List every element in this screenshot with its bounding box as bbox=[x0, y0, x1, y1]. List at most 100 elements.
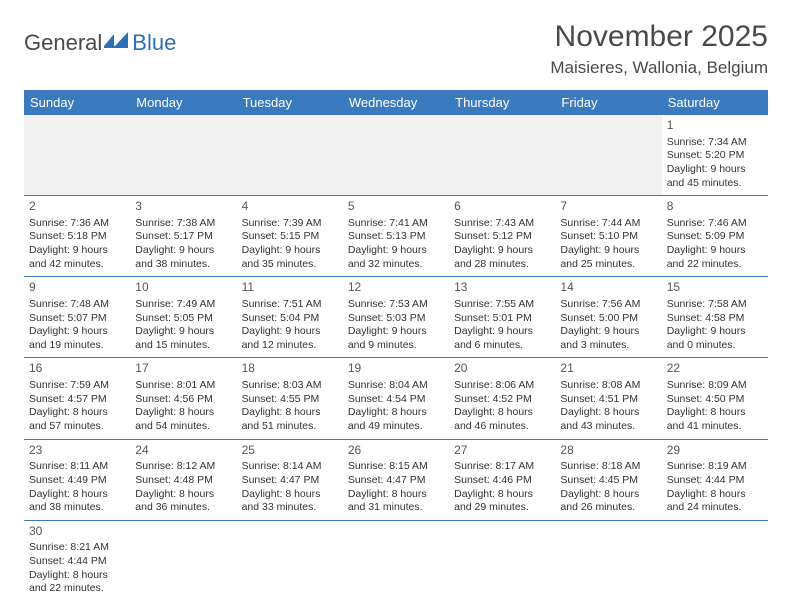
day-number: 17 bbox=[135, 361, 231, 377]
day-cell: 25Sunrise: 8:14 AMSunset: 4:47 PMDayligh… bbox=[237, 440, 343, 520]
sunset-text: Sunset: 5:13 PM bbox=[348, 230, 444, 244]
day-cell: 6Sunrise: 7:43 AMSunset: 5:12 PMDaylight… bbox=[449, 196, 555, 276]
day-cell: 28Sunrise: 8:18 AMSunset: 4:45 PMDayligh… bbox=[555, 440, 661, 520]
day-number: 27 bbox=[454, 443, 550, 459]
day-cell: 19Sunrise: 8:04 AMSunset: 4:54 PMDayligh… bbox=[343, 358, 449, 438]
daylight-text: Daylight: 8 hours and 51 minutes. bbox=[242, 406, 338, 433]
week-row: 30Sunrise: 8:21 AMSunset: 4:44 PMDayligh… bbox=[24, 521, 768, 601]
daylight-text: Daylight: 8 hours and 38 minutes. bbox=[29, 488, 125, 515]
sunset-text: Sunset: 4:57 PM bbox=[29, 393, 125, 407]
day-cell: 8Sunrise: 7:46 AMSunset: 5:09 PMDaylight… bbox=[662, 196, 768, 276]
day-cell: 27Sunrise: 8:17 AMSunset: 4:46 PMDayligh… bbox=[449, 440, 555, 520]
sunrise-text: Sunrise: 8:11 AM bbox=[29, 460, 125, 474]
day-number: 25 bbox=[242, 443, 338, 459]
day-cell: 13Sunrise: 7:55 AMSunset: 5:01 PMDayligh… bbox=[449, 277, 555, 357]
sunset-text: Sunset: 5:17 PM bbox=[135, 230, 231, 244]
day-number: 28 bbox=[560, 443, 656, 459]
week-row: 9Sunrise: 7:48 AMSunset: 5:07 PMDaylight… bbox=[24, 277, 768, 358]
sunset-text: Sunset: 4:58 PM bbox=[667, 312, 763, 326]
day-header-cell: Thursday bbox=[449, 90, 555, 115]
sunset-text: Sunset: 5:00 PM bbox=[560, 312, 656, 326]
sunrise-text: Sunrise: 8:01 AM bbox=[135, 379, 231, 393]
day-number: 24 bbox=[135, 443, 231, 459]
daylight-text: Daylight: 9 hours and 22 minutes. bbox=[667, 244, 763, 271]
logo-text-1: General bbox=[24, 30, 102, 56]
day-number: 12 bbox=[348, 280, 444, 296]
sunrise-text: Sunrise: 8:19 AM bbox=[667, 460, 763, 474]
sunset-text: Sunset: 4:55 PM bbox=[242, 393, 338, 407]
sunrise-text: Sunrise: 7:39 AM bbox=[242, 217, 338, 231]
daylight-text: Daylight: 8 hours and 31 minutes. bbox=[348, 488, 444, 515]
day-number: 29 bbox=[667, 443, 763, 459]
sunrise-text: Sunrise: 7:49 AM bbox=[135, 298, 231, 312]
day-cell: 7Sunrise: 7:44 AMSunset: 5:10 PMDaylight… bbox=[555, 196, 661, 276]
daylight-text: Daylight: 9 hours and 0 minutes. bbox=[667, 325, 763, 352]
sunset-text: Sunset: 5:01 PM bbox=[454, 312, 550, 326]
sunrise-text: Sunrise: 7:43 AM bbox=[454, 217, 550, 231]
day-number: 9 bbox=[29, 280, 125, 296]
day-cell: 30Sunrise: 8:21 AMSunset: 4:44 PMDayligh… bbox=[24, 521, 130, 601]
month-title: November 2025 bbox=[550, 20, 768, 54]
day-header-cell: Tuesday bbox=[237, 90, 343, 115]
day-cell: 23Sunrise: 8:11 AMSunset: 4:49 PMDayligh… bbox=[24, 440, 130, 520]
sunset-text: Sunset: 4:45 PM bbox=[560, 474, 656, 488]
sunrise-text: Sunrise: 8:17 AM bbox=[454, 460, 550, 474]
day-cell bbox=[343, 521, 449, 601]
day-number: 22 bbox=[667, 361, 763, 377]
title-block: November 2025 Maisieres, Wallonia, Belgi… bbox=[550, 20, 768, 78]
day-cell: 15Sunrise: 7:58 AMSunset: 4:58 PMDayligh… bbox=[662, 277, 768, 357]
sunset-text: Sunset: 5:10 PM bbox=[560, 230, 656, 244]
sunset-text: Sunset: 4:46 PM bbox=[454, 474, 550, 488]
day-number: 11 bbox=[242, 280, 338, 296]
day-cell: 29Sunrise: 8:19 AMSunset: 4:44 PMDayligh… bbox=[662, 440, 768, 520]
sunset-text: Sunset: 4:52 PM bbox=[454, 393, 550, 407]
day-cell bbox=[555, 521, 661, 601]
day-cell bbox=[343, 115, 449, 195]
sunrise-text: Sunrise: 7:34 AM bbox=[667, 136, 763, 150]
calendar: SundayMondayTuesdayWednesdayThursdayFrid… bbox=[24, 90, 768, 601]
daylight-text: Daylight: 9 hours and 15 minutes. bbox=[135, 325, 231, 352]
day-cell bbox=[237, 521, 343, 601]
day-number: 7 bbox=[560, 199, 656, 215]
day-cell bbox=[237, 115, 343, 195]
daylight-text: Daylight: 9 hours and 35 minutes. bbox=[242, 244, 338, 271]
daylight-text: Daylight: 9 hours and 12 minutes. bbox=[242, 325, 338, 352]
week-row: 23Sunrise: 8:11 AMSunset: 4:49 PMDayligh… bbox=[24, 440, 768, 521]
day-number: 14 bbox=[560, 280, 656, 296]
sunrise-text: Sunrise: 7:36 AM bbox=[29, 217, 125, 231]
sunset-text: Sunset: 4:49 PM bbox=[29, 474, 125, 488]
flag-icon bbox=[104, 30, 130, 56]
day-number: 18 bbox=[242, 361, 338, 377]
header: General Blue November 2025 Maisieres, Wa… bbox=[24, 20, 768, 78]
day-cell: 22Sunrise: 8:09 AMSunset: 4:50 PMDayligh… bbox=[662, 358, 768, 438]
sunrise-text: Sunrise: 7:41 AM bbox=[348, 217, 444, 231]
day-cell: 11Sunrise: 7:51 AMSunset: 5:04 PMDayligh… bbox=[237, 277, 343, 357]
sunrise-text: Sunrise: 8:08 AM bbox=[560, 379, 656, 393]
day-number: 8 bbox=[667, 199, 763, 215]
sunset-text: Sunset: 5:18 PM bbox=[29, 230, 125, 244]
sunset-text: Sunset: 5:20 PM bbox=[667, 149, 763, 163]
day-number: 15 bbox=[667, 280, 763, 296]
day-cell: 12Sunrise: 7:53 AMSunset: 5:03 PMDayligh… bbox=[343, 277, 449, 357]
sunrise-text: Sunrise: 7:55 AM bbox=[454, 298, 550, 312]
sunset-text: Sunset: 4:47 PM bbox=[348, 474, 444, 488]
week-row: 2Sunrise: 7:36 AMSunset: 5:18 PMDaylight… bbox=[24, 196, 768, 277]
sunset-text: Sunset: 5:03 PM bbox=[348, 312, 444, 326]
daylight-text: Daylight: 9 hours and 19 minutes. bbox=[29, 325, 125, 352]
sunset-text: Sunset: 4:51 PM bbox=[560, 393, 656, 407]
daylight-text: Daylight: 8 hours and 49 minutes. bbox=[348, 406, 444, 433]
daylight-text: Daylight: 8 hours and 26 minutes. bbox=[560, 488, 656, 515]
day-cell: 5Sunrise: 7:41 AMSunset: 5:13 PMDaylight… bbox=[343, 196, 449, 276]
daylight-text: Daylight: 9 hours and 38 minutes. bbox=[135, 244, 231, 271]
day-number: 21 bbox=[560, 361, 656, 377]
week-row: 1Sunrise: 7:34 AMSunset: 5:20 PMDaylight… bbox=[24, 115, 768, 196]
day-cell bbox=[449, 521, 555, 601]
day-cell bbox=[449, 115, 555, 195]
day-cell bbox=[662, 521, 768, 601]
day-number: 5 bbox=[348, 199, 444, 215]
sunset-text: Sunset: 5:04 PM bbox=[242, 312, 338, 326]
sunset-text: Sunset: 4:54 PM bbox=[348, 393, 444, 407]
day-number: 1 bbox=[667, 118, 763, 134]
sunrise-text: Sunrise: 8:09 AM bbox=[667, 379, 763, 393]
sunset-text: Sunset: 5:07 PM bbox=[29, 312, 125, 326]
